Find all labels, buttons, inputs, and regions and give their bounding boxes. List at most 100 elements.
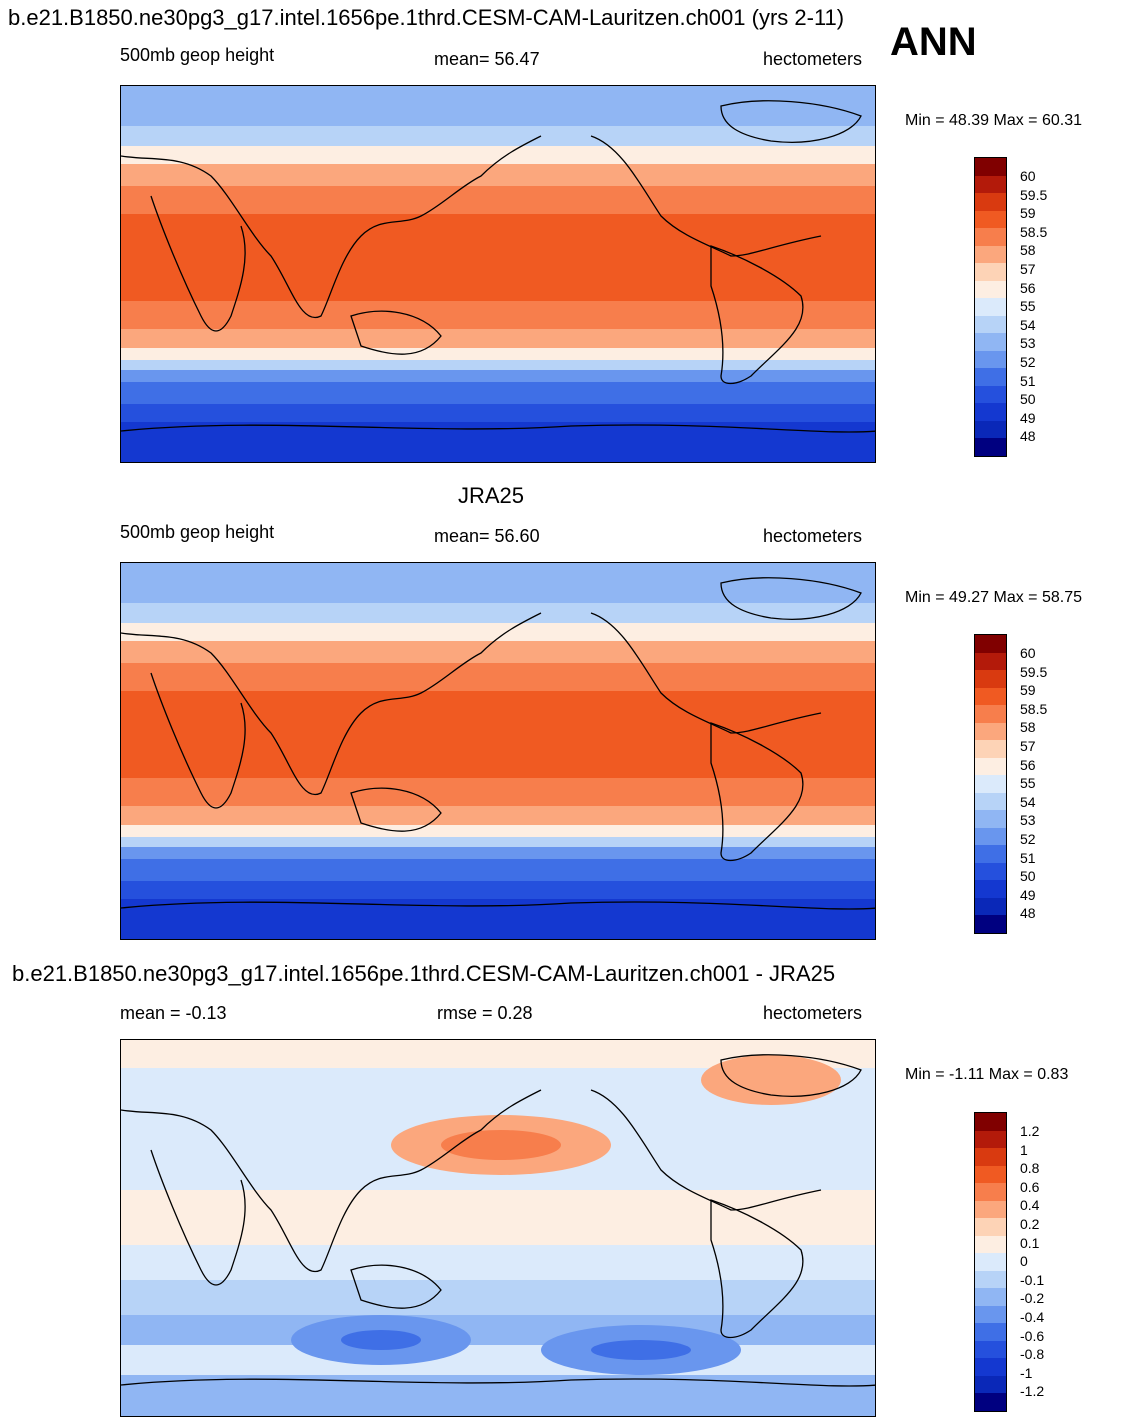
colorbar-swatch xyxy=(975,263,1006,281)
colorbar-swatch xyxy=(975,228,1006,246)
colorbar-tick-label: 0.8 xyxy=(1020,1160,1040,1177)
panel-obs-variable: 500mb geop height xyxy=(120,522,275,542)
panel-diff-units: hectometers xyxy=(763,1003,863,1023)
colorbar-tick-label: 54 xyxy=(1020,316,1036,333)
colorbar-tick-label: 53 xyxy=(1020,335,1036,352)
colorbar-tick-label: 54 xyxy=(1020,793,1036,810)
colorbar-swatch xyxy=(975,1375,1006,1394)
colorbar-swatch xyxy=(975,1340,1006,1359)
colorbar-swatch xyxy=(975,1358,1006,1376)
colorbar-tick-label: 58 xyxy=(1020,719,1036,736)
colorbar-swatch xyxy=(975,1253,1006,1271)
colorbar-swatch xyxy=(975,827,1006,846)
colorbar-tick-label: 59 xyxy=(1020,682,1036,699)
panel-obs-title: JRA25 xyxy=(458,483,525,508)
colorbar-swatch xyxy=(975,845,1006,863)
colorbar-swatch xyxy=(975,315,1006,334)
panel-diff-rmse: rmse = 0.28 xyxy=(437,1003,533,1023)
colorbar-tick-label: 57 xyxy=(1020,261,1036,277)
colorbar-swatch xyxy=(975,1183,1006,1201)
colorbar-swatch xyxy=(975,1288,1006,1306)
colorbar-tick-label: 57 xyxy=(1020,738,1036,754)
colorbar-swatch xyxy=(975,722,1006,741)
colorbar-tick-label: 52 xyxy=(1020,831,1036,847)
colorbar-swatch xyxy=(975,1200,1006,1219)
colorbar-swatch xyxy=(975,810,1006,828)
colorbar-swatch xyxy=(975,1270,1006,1289)
colorbar-tick-label: 49 xyxy=(1020,409,1036,426)
colorbar-tick-label: 59.5 xyxy=(1020,663,1048,680)
colorbar-swatch xyxy=(975,652,1006,671)
colorbar-tick-label: -0.2 xyxy=(1020,1290,1045,1307)
colorbar-swatch xyxy=(975,740,1006,758)
colorbar-tick-label: 53 xyxy=(1020,812,1036,829)
colorbar-swatch xyxy=(975,1130,1006,1149)
colorbar-tick-label: 58.5 xyxy=(1020,700,1048,717)
colorbar-swatch xyxy=(975,1113,1006,1131)
colorbar-tick-label: -0.1 xyxy=(1020,1271,1045,1288)
colorbar-tick-label: 0.6 xyxy=(1020,1178,1040,1195)
colorbar-tick-label: 51 xyxy=(1020,849,1036,866)
colorbar-swatch xyxy=(975,210,1006,229)
map-model xyxy=(120,85,876,463)
colorbar-tick-label: 52 xyxy=(1020,354,1036,370)
colorbar-tick-label: 50 xyxy=(1020,868,1036,885)
colorbar-tick-label: 1.2 xyxy=(1020,1123,1040,1139)
figure-title: b.e21.B1850.ne30pg3_g17.intel.1656pe.1th… xyxy=(8,5,845,30)
colorbar-swatch xyxy=(975,1148,1006,1166)
colorbar-tick-label: 0 xyxy=(1020,1253,1028,1270)
colorbar-tick-label: 58 xyxy=(1020,242,1036,259)
colorbar-tick-label: -0.8 xyxy=(1020,1346,1045,1363)
colorbar-swatch xyxy=(975,687,1006,706)
panel-model-units: hectometers xyxy=(763,49,863,69)
colorbar-swatch xyxy=(975,298,1006,316)
colorbar-tick-label: -1.2 xyxy=(1020,1383,1045,1400)
colorbar-swatch xyxy=(975,280,1006,299)
panel-diff-minmax: Min = -1.11 Max = 0.83 xyxy=(905,1066,1069,1083)
panel-obs-minmax: Min = 49.27 Max = 58.75 xyxy=(905,589,1082,606)
colorbar-swatch xyxy=(975,350,1006,369)
colorbar-tick-label: 59.5 xyxy=(1020,186,1048,203)
colorbar-swatch xyxy=(975,705,1006,723)
colorbar-swatch xyxy=(975,897,1006,916)
colorbar-tick-label: 48 xyxy=(1020,905,1036,922)
colorbar-tick-label: 56 xyxy=(1020,279,1036,296)
colorbar-swatch xyxy=(975,245,1006,264)
colorbar-swatch xyxy=(975,438,1006,456)
colorbar-tick-label: 1 xyxy=(1020,1141,1028,1158)
colorbar-swatch xyxy=(975,1218,1006,1236)
colorbar-swatch xyxy=(975,862,1006,881)
colorbar-tick-label: 0.2 xyxy=(1020,1216,1040,1232)
colorbar-swatch xyxy=(975,1393,1006,1411)
colorbar-tick-label: -0.4 xyxy=(1020,1309,1045,1325)
panel-model-minmax: Min = 48.39 Max = 60.31 xyxy=(905,112,1082,129)
colorbar-tick-label: 60 xyxy=(1020,168,1036,184)
panel-diff-mean: mean = -0.13 xyxy=(120,1003,227,1023)
colorbar-model xyxy=(974,157,1007,457)
colorbar-swatch xyxy=(975,385,1006,404)
colorbar-swatch xyxy=(975,792,1006,811)
colorbar-swatch xyxy=(975,1165,1006,1184)
colorbar-swatch xyxy=(975,670,1006,688)
colorbar-swatch xyxy=(975,1305,1006,1324)
map-obs xyxy=(120,562,876,940)
colorbar-swatch xyxy=(975,757,1006,776)
colorbar-swatch xyxy=(975,1323,1006,1341)
colorbar-tick-label: 55 xyxy=(1020,775,1036,792)
colorbar-swatch xyxy=(975,775,1006,793)
colorbar-tick-label: 60 xyxy=(1020,645,1036,661)
colorbar-tick-label: 58.5 xyxy=(1020,223,1048,240)
colorbar-swatch xyxy=(975,880,1006,898)
colorbar-swatch xyxy=(975,175,1006,194)
colorbar-tick-label: 51 xyxy=(1020,372,1036,389)
colorbar-tick-label: 49 xyxy=(1020,886,1036,903)
colorbar-tick-label: 48 xyxy=(1020,428,1036,445)
colorbar-tick-label: 0.1 xyxy=(1020,1234,1040,1251)
panel-obs-units: hectometers xyxy=(763,526,863,546)
colorbar-swatch xyxy=(975,1235,1006,1254)
colorbar-swatch xyxy=(975,333,1006,351)
colorbar-tick-label: -1 xyxy=(1020,1364,1033,1381)
colorbar-tick-label: 0.4 xyxy=(1020,1197,1040,1214)
colorbar-swatch xyxy=(975,158,1006,176)
panel-model-variable: 500mb geop height xyxy=(120,45,275,65)
